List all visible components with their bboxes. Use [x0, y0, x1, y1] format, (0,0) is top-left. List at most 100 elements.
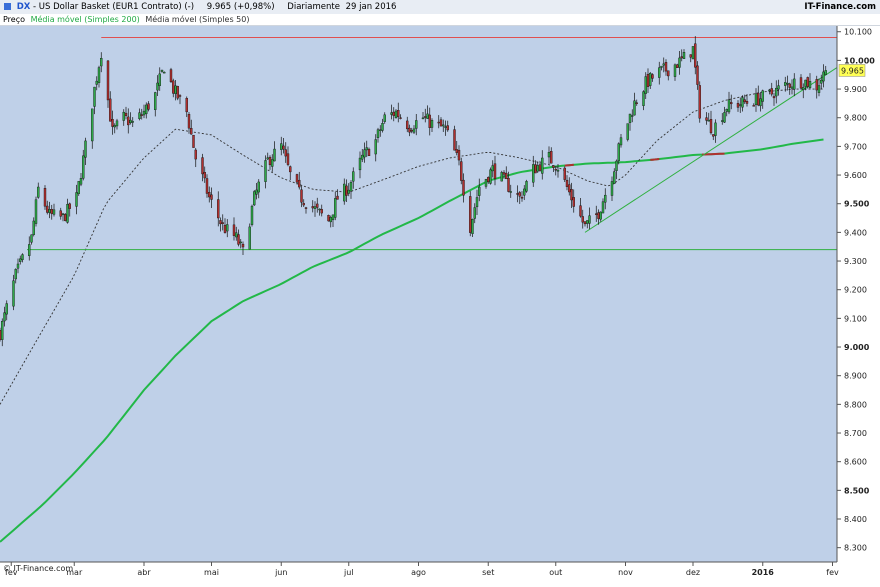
ma200-path — [0, 138, 824, 543]
candle — [682, 49, 686, 59]
candle-body — [817, 85, 821, 93]
legend-item-ma50[interactable]: Média móvel (Simples 50) — [145, 15, 250, 24]
candle — [201, 153, 204, 182]
candle-body — [122, 111, 125, 121]
candle — [343, 178, 346, 205]
candle-body — [379, 129, 382, 131]
candle — [788, 82, 791, 95]
candle — [232, 217, 236, 241]
candle — [82, 149, 85, 181]
candle — [394, 109, 398, 119]
x-tick-label: out — [549, 568, 562, 577]
trend-line[interactable] — [584, 67, 838, 233]
candle-body — [799, 77, 803, 89]
candle-body — [221, 222, 224, 224]
candle — [815, 75, 818, 99]
candle-body — [192, 134, 195, 148]
candle-body — [304, 207, 308, 209]
x-tick-label: abr — [137, 568, 151, 577]
candle-body — [599, 211, 602, 220]
candle — [586, 220, 589, 229]
candle-body — [806, 77, 809, 87]
plot-area[interactable] — [0, 26, 837, 562]
candle-body — [271, 159, 274, 167]
candle-body — [507, 177, 510, 192]
level-lines[interactable] — [27, 36, 838, 251]
legend-item-ma200[interactable]: Média móvel (Simples 200) — [30, 15, 140, 24]
candle — [439, 117, 443, 127]
candle-body — [100, 58, 103, 67]
candle — [95, 76, 98, 91]
candle — [59, 207, 62, 220]
candle-body — [154, 92, 157, 110]
candle-body — [52, 209, 56, 215]
candle-body — [266, 157, 269, 160]
candle-body — [46, 205, 49, 213]
candle — [770, 82, 773, 97]
candle — [0, 327, 2, 342]
candle-body — [169, 69, 173, 83]
candle — [100, 52, 103, 73]
candle — [300, 185, 303, 208]
candle — [475, 189, 479, 215]
candle — [37, 182, 40, 199]
candle — [615, 159, 618, 180]
candle-body — [705, 117, 708, 121]
candle — [696, 61, 699, 90]
candle-body — [473, 207, 476, 219]
candle-body — [163, 71, 166, 74]
candle — [124, 106, 128, 120]
copyright-text: © IT-Finance.com — [3, 564, 73, 573]
candle-body — [505, 172, 508, 180]
candle — [174, 80, 177, 101]
candle — [534, 160, 537, 174]
candle — [46, 200, 49, 215]
candle-body — [534, 164, 537, 174]
candle-body — [286, 153, 290, 165]
x-tick-label: set — [482, 568, 494, 577]
candle — [383, 112, 386, 124]
candle — [320, 204, 323, 217]
candle-body — [1, 321, 4, 340]
y-tick-label: 8.800 — [844, 400, 867, 409]
candle — [286, 146, 290, 167]
candle — [745, 94, 749, 107]
candle — [518, 191, 521, 204]
candle-body — [106, 60, 110, 101]
candle — [725, 108, 728, 117]
candle — [493, 155, 497, 186]
candle-body — [59, 210, 62, 217]
x-tick-label: ago — [411, 568, 426, 577]
candle — [298, 171, 301, 190]
candle — [412, 125, 416, 135]
candle — [489, 167, 492, 185]
candle-body — [595, 213, 598, 215]
candle — [500, 170, 503, 182]
quote-value: 9.965 (+0,98%) — [206, 2, 275, 12]
candle-body — [147, 103, 150, 110]
candle-body — [662, 63, 665, 66]
candle-body — [446, 125, 449, 131]
candle-body — [723, 112, 726, 123]
candle-body — [570, 189, 573, 201]
candle — [127, 108, 130, 134]
candle-body — [682, 52, 686, 59]
candle-body — [113, 125, 116, 128]
candle — [678, 51, 681, 75]
candle — [345, 179, 348, 202]
candle — [172, 78, 175, 98]
y-tick-label: 8.300 — [844, 544, 867, 553]
candle — [12, 274, 15, 311]
candle — [361, 148, 364, 163]
candle — [570, 182, 573, 209]
candle — [649, 71, 652, 89]
candle-body — [775, 87, 778, 97]
candle — [30, 234, 33, 245]
candle — [604, 188, 607, 210]
candle — [442, 119, 445, 132]
candle — [192, 134, 195, 148]
legend-item-price[interactable]: Preço — [3, 15, 26, 24]
candle — [347, 183, 350, 197]
candle-body — [358, 157, 362, 171]
